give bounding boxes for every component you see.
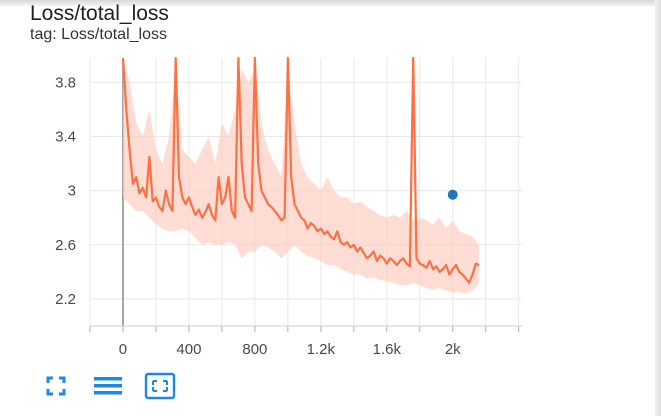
chart-toolbar [40, 372, 176, 400]
hover-point [447, 189, 458, 200]
smoothed-loss-line [121, 56, 480, 284]
fullscreen-icon [46, 376, 66, 396]
smoothed-line-layer [121, 56, 480, 284]
loss-chart[interactable]: 2.2 2.6 3 3.4 3.8 0 400 800 1.2k 1.6k 2k [0, 50, 661, 370]
x-tick-label: 1.6k [373, 341, 402, 358]
list-icon [94, 377, 122, 395]
top-shadow [0, 0, 661, 6]
data-table-button[interactable] [92, 372, 124, 400]
x-axis: 0 400 800 1.2k 1.6k 2k [89, 325, 522, 358]
y-tick-label: 3.4 [55, 129, 76, 146]
y-tick-label: 2.2 [55, 291, 76, 308]
fit-to-domain-icon [144, 372, 176, 400]
x-tick-label: 1.2k [307, 341, 336, 358]
chart-title: Loss/total_loss [30, 2, 169, 25]
x-tick-label: 2k [445, 341, 461, 358]
chart-tag: tag: Loss/total_loss [30, 26, 167, 43]
x-tick-label: 800 [242, 341, 267, 358]
fit-domain-button[interactable] [144, 372, 176, 400]
raw-band-layer [123, 58, 480, 294]
x-tick-label: 0 [119, 341, 127, 358]
y-tick-label: 3.8 [55, 74, 76, 91]
y-axis: 2.2 2.6 3 3.4 3.8 [55, 74, 76, 308]
fullscreen-button[interactable] [40, 372, 72, 400]
x-tick-label: 400 [176, 341, 201, 358]
raw-data-band [123, 58, 480, 294]
right-shadow [655, 0, 661, 416]
y-tick-label: 2.6 [55, 237, 76, 254]
y-tick-label: 3 [68, 183, 76, 200]
tooltip-layer [447, 189, 458, 200]
